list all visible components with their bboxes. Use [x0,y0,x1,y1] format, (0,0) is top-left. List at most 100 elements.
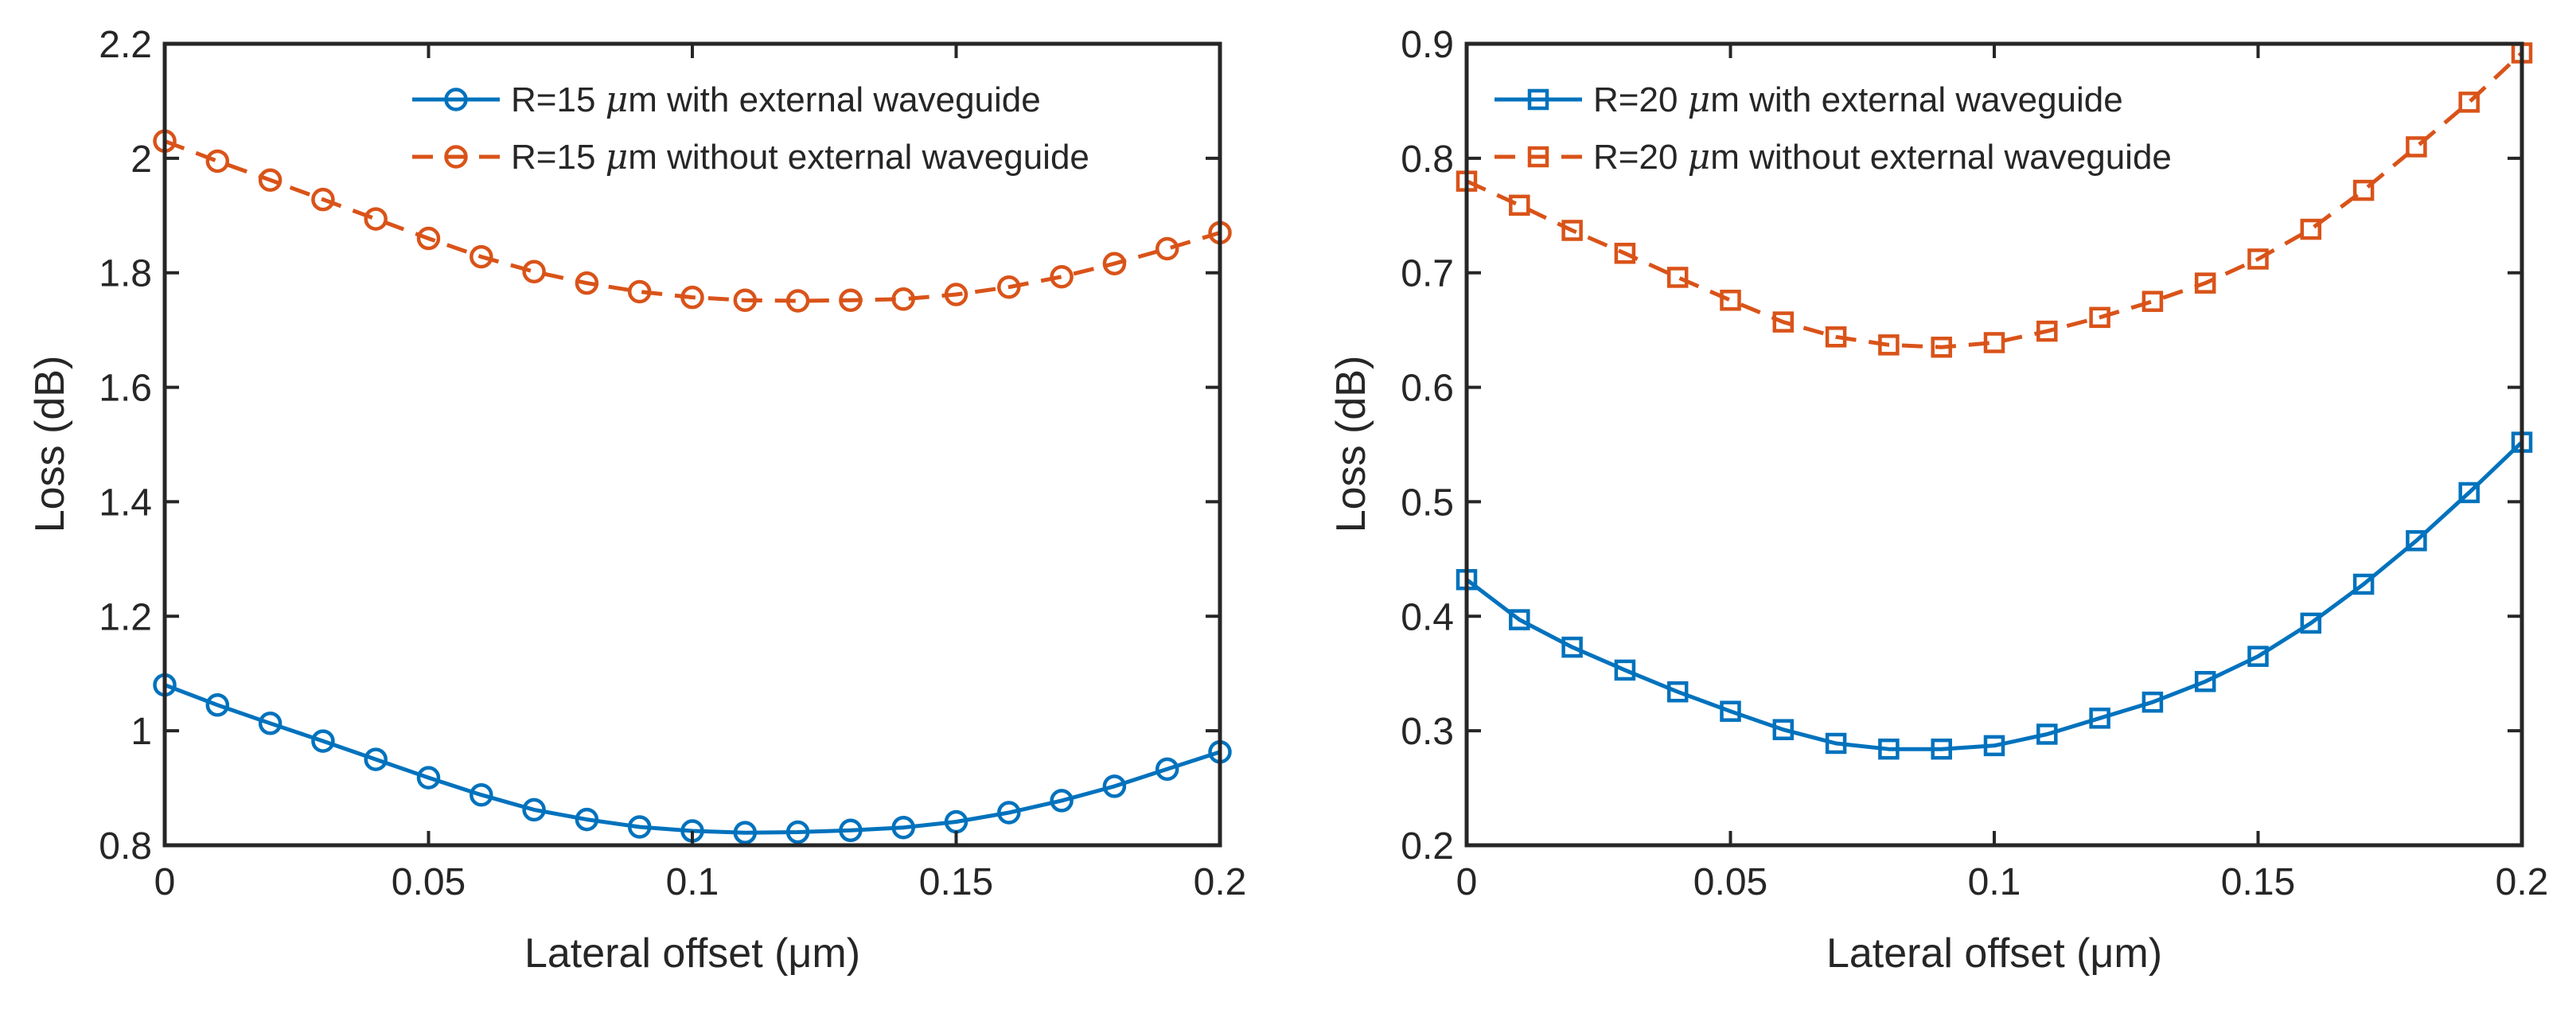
data-point [2247,248,2269,270]
data-point [1509,609,1530,630]
legend-label-mu: μ [1688,80,1711,120]
data-point [2247,645,2269,667]
data-point [1102,774,1127,798]
data-point [2458,482,2480,504]
legend-label-prefix: R=15 [511,80,606,119]
data-point [311,187,335,212]
data-point [205,149,230,174]
series-line [164,138,1221,303]
data-point [1666,681,1689,703]
data-point [1983,332,2005,353]
chart-left: 0 0.05 0.1 0.15 0.2 0.8 1 1.2 1.4 1.6 1.8 2 2.2 Late… [27,24,1246,977]
x-axis-label: Lateral offset (μm) [1826,930,2162,977]
data-point [2352,573,2375,595]
data-point [205,693,230,717]
data-point [2300,218,2322,240]
data-point [785,820,810,844]
legend-label-mu: μ [1688,137,1711,177]
data-point [1983,735,2005,757]
x-tick-label: 0.05 [1693,861,1767,903]
y-tick-label: 1.6 [99,368,152,410]
legend-label-mu: μ [606,80,629,120]
data-point [2089,306,2110,329]
data-point [364,207,388,231]
data-point [416,766,441,790]
data-point [575,271,599,295]
legend-marker [444,88,468,111]
x-tick-label: 0.1 [666,861,719,903]
data-point [1772,311,1795,333]
tick-layer: 0 0.05 0.1 0.15 0.2 0.8 1 1.2 1.4 1.6 1.8 2 2.2 [99,24,1246,903]
y-tick-label: 2.2 [99,24,152,66]
data-point [1155,236,1179,261]
series-line [1465,440,2523,751]
data-point [680,285,704,310]
x-tick-label: 0.2 [1194,861,1247,903]
legend-marker [444,145,468,169]
x-tick-label: 0.15 [919,861,993,903]
y-tick-label: 2 [131,138,152,181]
chart-right: 0 0.05 0.1 0.15 0.20.20.30.40.50.60.70.80.9 … [1328,24,2548,977]
data-point [1050,264,1074,289]
y-tick-label: 0.3 [1401,711,1454,753]
data-point [258,168,283,192]
legend-entry-label: R=15 μm with external waveguide [511,80,1041,120]
x-tick-label: 0.2 [2496,861,2549,903]
legend-marker [1527,146,1549,168]
data-point [1561,220,1583,241]
data-point [1772,719,1795,740]
data-point [1720,289,1741,311]
x-axis-label: Lateral offset (μm) [524,930,860,977]
x-tick-label: 0.15 [2221,861,2295,903]
y-tick-label: 0.9 [1401,24,1454,66]
data-point [627,279,652,304]
legend-label-mu: μ [606,137,629,177]
data-point [2352,179,2375,201]
legend-marker [1527,88,1549,111]
data-point [733,821,758,844]
data-point [416,226,441,251]
y-tick-label: 0.7 [1401,253,1454,295]
data-point [258,712,283,735]
data-point [1825,732,1847,755]
series-0 [1456,431,2533,760]
y-tick-label: 0.4 [1401,596,1454,638]
legend-entry-label: R=20 μm with external waveguide [1593,80,2123,120]
data-point [364,747,388,771]
y-tick-label: 1.8 [99,253,152,295]
data-point [470,782,493,807]
data-point [2141,291,2164,312]
legend-label-suffix: m without external waveguide [628,138,1089,177]
data-point [1614,243,1636,264]
legend-label-suffix: m with external waveguide [1710,80,2122,119]
data-point [1050,789,1074,813]
plot-area [165,44,1220,845]
data-point [785,289,810,313]
data-point [1878,334,1900,356]
data-point [2036,320,2058,342]
data-point [944,283,968,306]
data-point [2036,723,2058,745]
series-1 [153,129,1232,313]
x-tick-label: 0.05 [392,861,466,903]
y-tick-label: 0.5 [1401,482,1454,524]
data-point [2406,136,2427,158]
y-tick-label: 0.2 [1401,825,1454,868]
data-point [891,287,915,311]
y-tick-label: 1.2 [99,596,152,638]
data-point [839,288,863,312]
data-point [891,815,915,840]
data-point [627,815,652,839]
data-point [311,729,335,753]
legend-label-suffix: m with external waveguide [628,80,1040,119]
data-point [1931,336,1952,358]
data-point [1720,700,1741,722]
y-tick-label: 0.6 [1401,368,1454,410]
data-point [997,275,1021,299]
legend-entry-label: R=15 μm without external waveguide [511,137,1089,177]
y-tick-label: 0.8 [1401,138,1454,181]
legend-label-prefix: R=20 [1593,80,1688,119]
series-layer [1456,42,2533,760]
data-point [2194,671,2216,692]
